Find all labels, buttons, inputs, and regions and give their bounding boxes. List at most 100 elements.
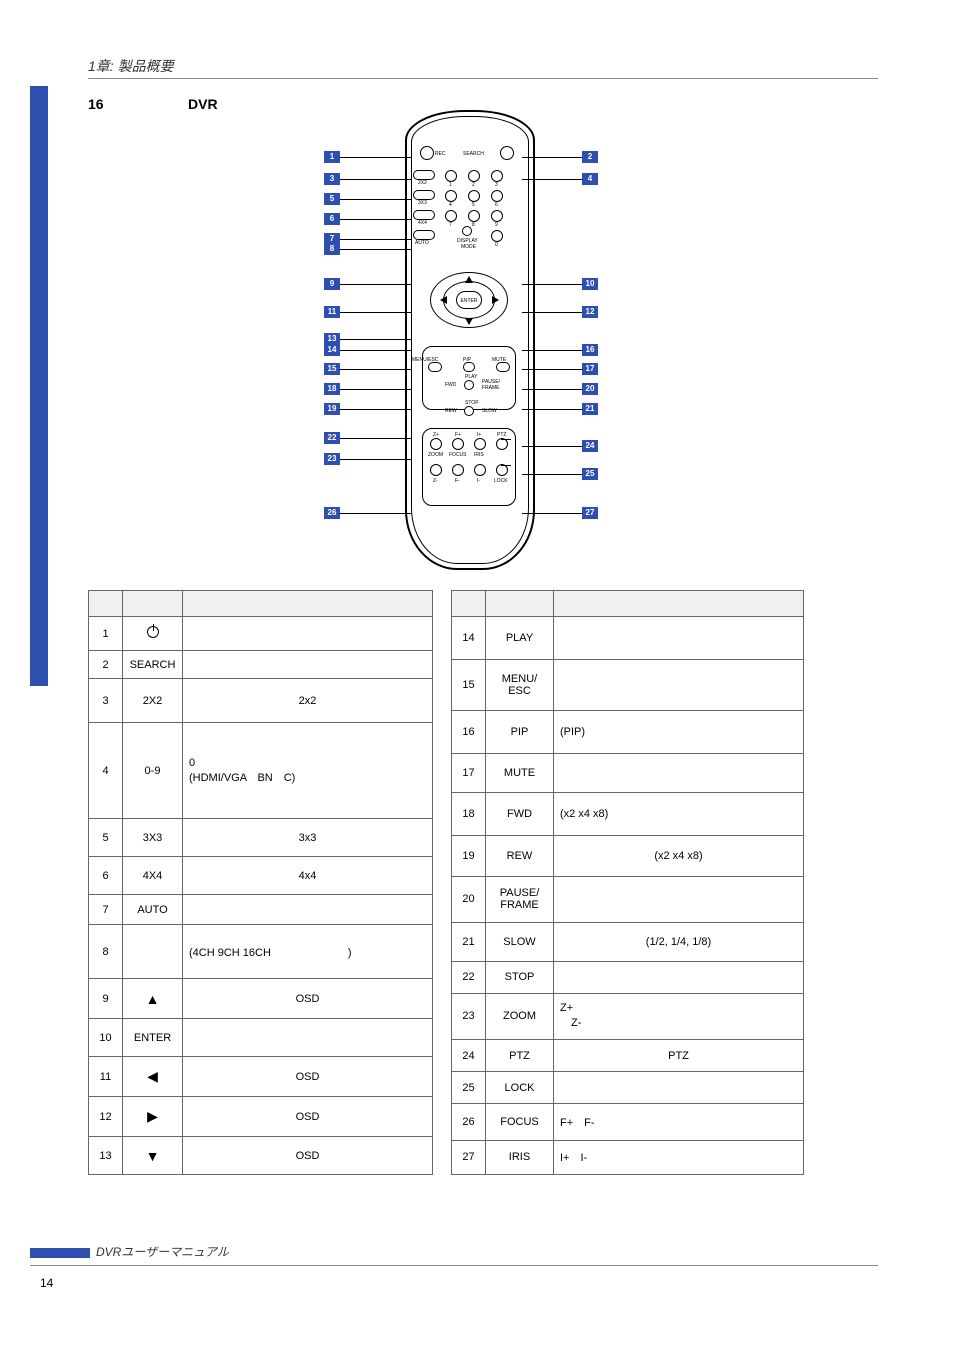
lead-line: [340, 284, 412, 285]
digit-1[interactable]: [445, 170, 457, 182]
label-zm: Z-: [433, 478, 438, 484]
btn-mute[interactable]: [496, 362, 510, 372]
power-icon: [147, 626, 159, 638]
rec-button[interactable]: [420, 146, 434, 160]
table-row: 64X44x4: [89, 857, 433, 895]
row-key: ▼: [123, 1137, 183, 1175]
up-arrow-icon[interactable]: [465, 276, 473, 283]
digit-6[interactable]: [491, 190, 503, 202]
search-button[interactable]: [500, 146, 514, 160]
row-desc: [554, 617, 804, 660]
row-desc: F+ F-: [554, 1104, 804, 1141]
table-row: 9▲OSD: [89, 979, 433, 1019]
btn-fp[interactable]: [452, 438, 464, 450]
btn-stop[interactable]: [464, 406, 474, 416]
row-num: 12: [89, 1097, 123, 1137]
row-num: 27: [452, 1140, 486, 1174]
section-title: DVR: [188, 96, 218, 112]
table-left: 12SEARCH32X22x240-90(HDMI/VGA BN C)53X33…: [88, 590, 433, 1175]
row-desc: (PIP): [554, 710, 804, 753]
left-arrow-icon[interactable]: [440, 296, 447, 304]
lead-line: [340, 459, 412, 460]
row-num: 24: [452, 1040, 486, 1072]
btn-fm[interactable]: [452, 464, 464, 476]
btn-im[interactable]: [474, 464, 486, 476]
btn-play[interactable]: [464, 380, 474, 390]
table-row: 2SEARCH: [89, 651, 433, 679]
row-key: PTZ: [486, 1040, 554, 1072]
row-desc: (1/2, 1/4, 1/8): [554, 922, 804, 961]
btn-display-mode[interactable]: [462, 226, 472, 236]
row-key: [123, 925, 183, 979]
row-desc: [554, 1072, 804, 1104]
digit-7[interactable]: [445, 210, 457, 222]
row-desc: (x2 x4 x8): [554, 836, 804, 877]
row-desc: [554, 877, 804, 923]
label-im: I-: [477, 478, 480, 484]
row-key: ◀: [123, 1057, 183, 1097]
label-rew: REW: [445, 408, 457, 414]
label-d0: 0: [495, 242, 498, 248]
label-d3: 3: [495, 182, 498, 188]
page-number: 14: [40, 1276, 53, 1290]
btn-zp[interactable]: [430, 438, 442, 450]
row-num: 9: [89, 979, 123, 1019]
row-num: 7: [89, 895, 123, 925]
row-key: ZOOM: [486, 993, 554, 1040]
lead-line: [340, 179, 412, 180]
down-arrow-icon[interactable]: [465, 318, 473, 325]
t1-h3: [183, 591, 433, 617]
row-key: SEARCH: [123, 651, 183, 679]
btn-auto[interactable]: [413, 230, 435, 240]
t2-h2: [486, 591, 554, 617]
lead-line: [522, 474, 582, 475]
lead-line: [522, 179, 582, 180]
row-key: 4X4: [123, 857, 183, 895]
table-row: 16PIP(PIP): [452, 710, 804, 753]
row-key: AUTO: [123, 895, 183, 925]
digit-2[interactable]: [468, 170, 480, 182]
lead-line: [522, 369, 582, 370]
row-key: ▲: [123, 979, 183, 1019]
callout-9: 9: [324, 278, 340, 290]
table-row: 23ZOOMZ+ Z-: [452, 993, 804, 1040]
row-num: 1: [89, 617, 123, 651]
table-row: 22STOP: [452, 961, 804, 993]
t1-h1: [89, 591, 123, 617]
side-accent-bar: [30, 86, 48, 686]
btn-2x2[interactable]: [413, 170, 435, 180]
row-key: 2X2: [123, 679, 183, 723]
digit-3[interactable]: [491, 170, 503, 182]
enter-button[interactable]: ENTER: [456, 291, 482, 309]
row-key: PIP: [486, 710, 554, 753]
lead-line: [340, 219, 412, 220]
label-d8: 8: [472, 222, 475, 228]
digit-4[interactable]: [445, 190, 457, 202]
callout-2: 2: [582, 151, 598, 163]
digit-8[interactable]: [468, 210, 480, 222]
btn-zm[interactable]: [430, 464, 442, 476]
btn-4x4[interactable]: [413, 210, 435, 220]
right-arrow-icon[interactable]: [492, 296, 499, 304]
label-search: SEARCH: [463, 151, 484, 157]
label-stop: STOP: [465, 400, 479, 406]
callout-12: 12: [582, 306, 598, 318]
label-d9: 9: [495, 222, 498, 228]
btn-3x3[interactable]: [413, 190, 435, 200]
digit-9[interactable]: [491, 210, 503, 222]
section-number: 16: [88, 96, 104, 112]
digit-5[interactable]: [468, 190, 480, 202]
footer-accent: [30, 1248, 90, 1258]
table-row: 17MUTE: [452, 753, 804, 792]
row-desc: (4CH 9CH 16CH ): [183, 925, 433, 979]
label-frame: FRAME: [482, 385, 500, 391]
label-d4: 4: [449, 202, 452, 208]
digit-0[interactable]: [491, 230, 503, 242]
btn-ip[interactable]: [474, 438, 486, 450]
callout-1: 1: [324, 151, 340, 163]
btn-menuesc[interactable]: [428, 362, 442, 372]
callout-20: 20: [582, 383, 598, 395]
table-row: 12▶OSD: [89, 1097, 433, 1137]
btn-pip[interactable]: [463, 362, 475, 372]
t2-h1: [452, 591, 486, 617]
